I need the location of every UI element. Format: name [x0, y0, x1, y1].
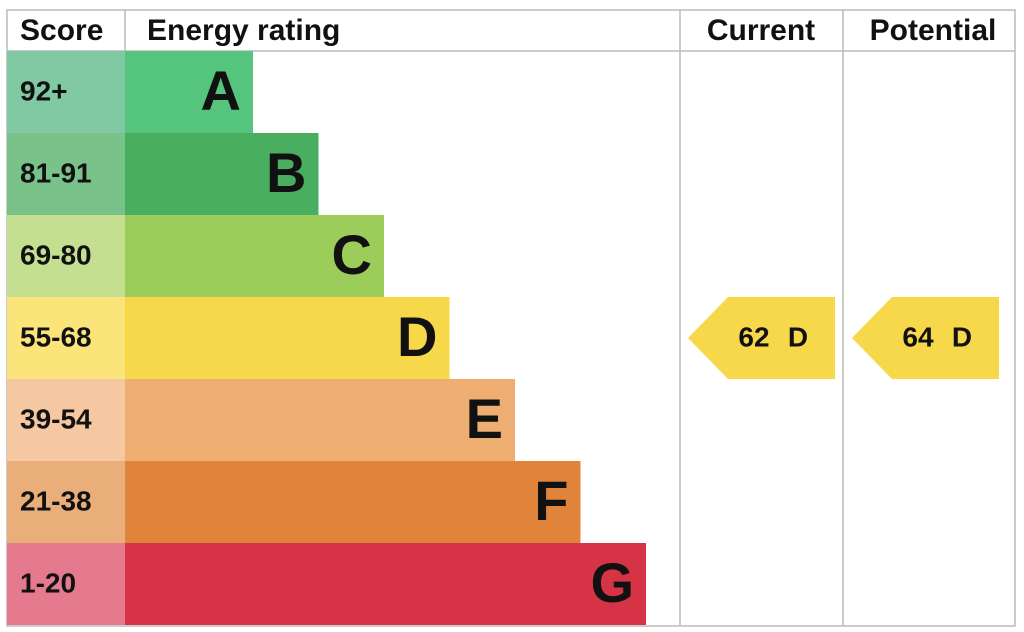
header-potential: Potential: [870, 14, 997, 47]
band-letter: A: [201, 59, 241, 122]
band-letter: F: [534, 469, 568, 532]
score-label: 55-68: [20, 321, 92, 352]
score-label: 69-80: [20, 239, 92, 270]
score-cell: [7, 51, 125, 133]
score-cell: [7, 543, 125, 625]
band-letter: B: [266, 141, 306, 204]
score-cell: [7, 215, 125, 297]
header-score: Score: [20, 14, 103, 47]
rating-bar: [125, 379, 515, 461]
current-arrow: [688, 297, 835, 379]
rating-bar: [125, 543, 646, 625]
rating-bar: [125, 215, 384, 297]
potential-letter: D: [952, 321, 972, 352]
header-rating: Energy rating: [147, 14, 340, 47]
band-letter: C: [332, 223, 372, 286]
score-cell: [7, 379, 125, 461]
header-current: Current: [707, 14, 815, 47]
band-letter: D: [397, 305, 437, 368]
score-cell: [7, 133, 125, 215]
rating-bar: [125, 297, 450, 379]
current-value: 62: [738, 321, 769, 352]
current-letter: D: [788, 321, 808, 352]
score-label: 81-91: [20, 157, 92, 188]
rating-bar: [125, 133, 319, 215]
score-cell: [7, 461, 125, 543]
score-cell: [7, 297, 125, 379]
rating-bar: [125, 461, 581, 543]
score-label: 1-20: [20, 567, 76, 598]
rating-bar: [125, 51, 253, 133]
score-label: 39-54: [20, 403, 92, 434]
potential-value: 64: [902, 321, 934, 352]
band-letter: E: [466, 387, 503, 450]
score-label: 92+: [20, 75, 68, 106]
score-label: 21-38: [20, 485, 92, 516]
potential-arrow: [852, 297, 999, 379]
band-letter: G: [590, 551, 634, 614]
